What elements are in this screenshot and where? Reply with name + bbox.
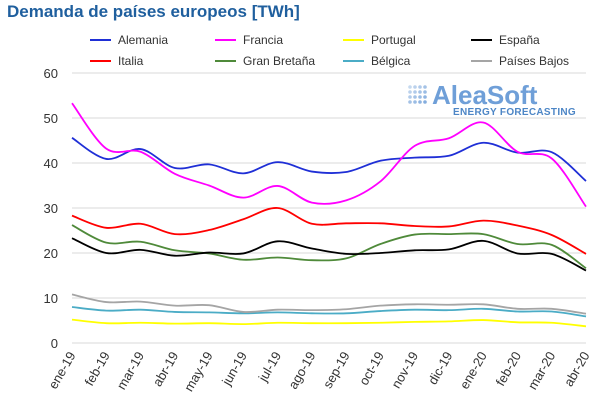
y-tick-label: 0	[51, 336, 58, 351]
logo-dot	[408, 100, 412, 104]
logo-tagline: ENERGY FORECASTING	[453, 107, 576, 118]
x-tick-label: abr-19	[150, 349, 182, 389]
logo-dot	[423, 90, 427, 94]
x-tick-label: abr-20	[561, 349, 593, 389]
y-tick-label: 20	[44, 246, 58, 261]
series-lines	[71, 102, 587, 328]
series-line-portugal	[71, 318, 587, 328]
logo-dot	[413, 100, 417, 104]
series-line-francia	[71, 102, 587, 208]
logo-dot	[408, 95, 412, 99]
y-axis-ticks: 0 10 20 30 40 50 60	[44, 66, 58, 351]
legend-label-italia: Italia	[118, 54, 144, 68]
legend-label-espana: España	[499, 33, 540, 47]
y-tick-label: 50	[44, 111, 58, 126]
series-line-espana	[71, 237, 587, 272]
logo-name: AleaSoft	[432, 80, 538, 110]
logo-dot	[408, 85, 412, 89]
legend-label-gran-bretana: Gran Bretaña	[243, 54, 315, 68]
series-line-gran-bretana	[71, 224, 587, 270]
logo-dot	[408, 90, 412, 94]
x-tick-label: ene-19	[45, 349, 78, 392]
x-axis-ticks: ene-19 feb-19 mar-19 abr-19 may-19 jun-19 jul-…	[45, 349, 592, 394]
logo-dot	[418, 100, 422, 104]
x-tick-label: mar-20	[525, 349, 559, 392]
legend-label-belgica: Bélgica	[371, 54, 411, 68]
x-tick-label: feb-20	[493, 349, 524, 388]
series-line-paises-bajos	[71, 293, 587, 315]
logo-dot	[413, 90, 417, 94]
series-line-alemania	[71, 137, 587, 182]
x-tick-label: jul-19	[255, 349, 284, 385]
x-tick-label: may-19	[181, 349, 216, 394]
gridlines	[72, 72, 586, 344]
logo-dot	[413, 95, 417, 99]
x-tick-label: sep-19	[320, 349, 353, 391]
logo-dot	[423, 95, 427, 99]
legend-label-portugal: Portugal	[371, 33, 416, 47]
y-tick-label: 40	[44, 156, 58, 171]
x-tick-label: mar-19	[114, 349, 148, 392]
logo-dots-icon	[408, 85, 427, 104]
logo-dot	[423, 100, 427, 104]
legend-label-alemania: Alemania	[118, 33, 168, 47]
legend-label-paises-bajos: Países Bajos	[499, 54, 569, 68]
y-tick-label: 60	[44, 66, 58, 81]
logo-dot	[423, 85, 427, 89]
y-tick-label: 30	[44, 201, 58, 216]
x-tick-label: nov-19	[388, 349, 421, 391]
legend: Alemania Francia Portugal España Italia Gran …	[90, 33, 569, 68]
x-tick-label: ago-19	[285, 349, 318, 392]
x-tick-label: ene-20	[457, 349, 490, 392]
x-tick-label: feb-19	[81, 349, 112, 388]
logo-dot	[418, 95, 422, 99]
legend-label-francia: Francia	[243, 33, 283, 47]
x-tick-label: jun-19	[218, 349, 250, 389]
x-tick-label: oct-19	[356, 349, 387, 388]
x-tick-label: dic-19	[425, 349, 456, 387]
logo-dot	[413, 85, 417, 89]
series-line-belgica	[71, 306, 587, 318]
y-tick-label: 10	[44, 291, 58, 306]
series-line-italia	[71, 207, 587, 255]
logo-dot	[418, 85, 422, 89]
chart-title: Demanda de países europeos [TWh]	[7, 2, 300, 21]
logo-dot	[418, 90, 422, 94]
aleasoft-logo: AleaSoft ENERGY FORECASTING	[408, 80, 576, 118]
